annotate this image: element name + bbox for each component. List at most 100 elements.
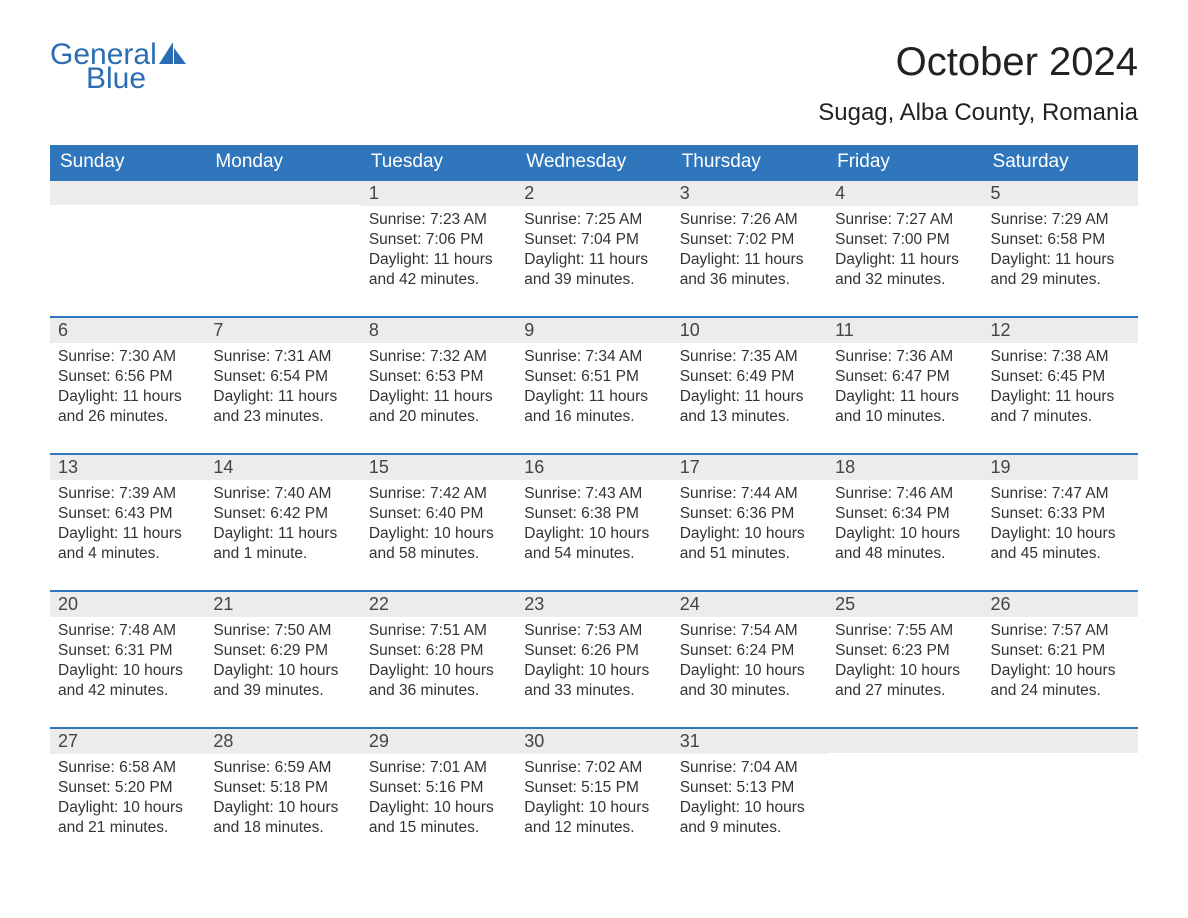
day-sunrise: Sunrise: 7:55 AM <box>835 621 974 641</box>
day-d2: and 58 minutes. <box>369 544 508 564</box>
day-d2: and 33 minutes. <box>524 681 663 701</box>
day-number: 15 <box>361 455 516 480</box>
day-sunset: Sunset: 6:21 PM <box>991 641 1130 661</box>
day-d1: Daylight: 11 hours <box>680 387 819 407</box>
day-number: 2 <box>516 181 671 206</box>
day-d2: and 15 minutes. <box>369 818 508 838</box>
day-sunset: Sunset: 7:06 PM <box>369 230 508 250</box>
day-number: 26 <box>983 592 1138 617</box>
day-sunrise: Sunrise: 7:57 AM <box>991 621 1130 641</box>
day-sunset: Sunset: 6:49 PM <box>680 367 819 387</box>
day-cell: 25Sunrise: 7:55 AMSunset: 6:23 PMDayligh… <box>827 592 982 727</box>
day-cell: 2Sunrise: 7:25 AMSunset: 7:04 PMDaylight… <box>516 181 671 316</box>
day-d2: and 20 minutes. <box>369 407 508 427</box>
day-content: Sunrise: 7:54 AMSunset: 6:24 PMDaylight:… <box>672 617 827 710</box>
day-cell: 12Sunrise: 7:38 AMSunset: 6:45 PMDayligh… <box>983 318 1138 453</box>
title-block: October 2024 Sugag, Alba County, Romania <box>818 40 1138 137</box>
day-cell: 4Sunrise: 7:27 AMSunset: 7:00 PMDaylight… <box>827 181 982 316</box>
day-d1: Daylight: 10 hours <box>991 524 1130 544</box>
day-d1: Daylight: 10 hours <box>213 661 352 681</box>
day-d2: and 54 minutes. <box>524 544 663 564</box>
day-d2: and 4 minutes. <box>58 544 197 564</box>
day-number: 18 <box>827 455 982 480</box>
day-d1: Daylight: 10 hours <box>991 661 1130 681</box>
day-number: 29 <box>361 729 516 754</box>
day-header: Monday <box>205 145 360 179</box>
day-sunrise: Sunrise: 7:29 AM <box>991 210 1130 230</box>
day-d1: Daylight: 10 hours <box>680 524 819 544</box>
day-cell: 5Sunrise: 7:29 AMSunset: 6:58 PMDaylight… <box>983 181 1138 316</box>
empty-day-bar <box>827 729 982 753</box>
day-number: 23 <box>516 592 671 617</box>
day-cell: 21Sunrise: 7:50 AMSunset: 6:29 PMDayligh… <box>205 592 360 727</box>
day-content: Sunrise: 7:31 AMSunset: 6:54 PMDaylight:… <box>205 343 360 436</box>
day-content: Sunrise: 7:40 AMSunset: 6:42 PMDaylight:… <box>205 480 360 573</box>
day-header: Thursday <box>672 145 827 179</box>
month-title: October 2024 <box>818 40 1138 85</box>
day-sunset: Sunset: 6:26 PM <box>524 641 663 661</box>
day-cell: 22Sunrise: 7:51 AMSunset: 6:28 PMDayligh… <box>361 592 516 727</box>
day-d1: Daylight: 10 hours <box>369 524 508 544</box>
day-sunset: Sunset: 6:47 PM <box>835 367 974 387</box>
day-cell: 15Sunrise: 7:42 AMSunset: 6:40 PMDayligh… <box>361 455 516 590</box>
calendar: SundayMondayTuesdayWednesdayThursdayFrid… <box>50 145 1138 864</box>
day-number: 11 <box>827 318 982 343</box>
day-d1: Daylight: 11 hours <box>680 250 819 270</box>
day-sunset: Sunset: 5:13 PM <box>680 778 819 798</box>
day-sunrise: Sunrise: 7:30 AM <box>58 347 197 367</box>
day-sunrise: Sunrise: 7:38 AM <box>991 347 1130 367</box>
day-number: 12 <box>983 318 1138 343</box>
day-sunset: Sunset: 6:58 PM <box>991 230 1130 250</box>
day-d2: and 10 minutes. <box>835 407 974 427</box>
day-sunrise: Sunrise: 7:25 AM <box>524 210 663 230</box>
day-d2: and 18 minutes. <box>213 818 352 838</box>
day-d2: and 42 minutes. <box>58 681 197 701</box>
day-header: Saturday <box>983 145 1138 179</box>
day-sunrise: Sunrise: 7:43 AM <box>524 484 663 504</box>
day-number: 20 <box>50 592 205 617</box>
day-d2: and 27 minutes. <box>835 681 974 701</box>
day-number: 30 <box>516 729 671 754</box>
day-d1: Daylight: 11 hours <box>213 387 352 407</box>
day-d1: Daylight: 10 hours <box>58 798 197 818</box>
day-d2: and 7 minutes. <box>991 407 1130 427</box>
day-d1: Daylight: 11 hours <box>58 387 197 407</box>
day-number: 5 <box>983 181 1138 206</box>
day-number: 28 <box>205 729 360 754</box>
day-cell: 6Sunrise: 7:30 AMSunset: 6:56 PMDaylight… <box>50 318 205 453</box>
day-cell: 8Sunrise: 7:32 AMSunset: 6:53 PMDaylight… <box>361 318 516 453</box>
week-row: 6Sunrise: 7:30 AMSunset: 6:56 PMDaylight… <box>50 316 1138 453</box>
location: Sugag, Alba County, Romania <box>818 99 1138 127</box>
week-row: 13Sunrise: 7:39 AMSunset: 6:43 PMDayligh… <box>50 453 1138 590</box>
day-number: 7 <box>205 318 360 343</box>
day-cell: 7Sunrise: 7:31 AMSunset: 6:54 PMDaylight… <box>205 318 360 453</box>
empty-day-bar <box>50 181 205 205</box>
day-number: 24 <box>672 592 827 617</box>
day-number: 17 <box>672 455 827 480</box>
day-d2: and 42 minutes. <box>369 270 508 290</box>
day-d2: and 39 minutes. <box>213 681 352 701</box>
day-sunset: Sunset: 6:33 PM <box>991 504 1130 524</box>
day-d2: and 51 minutes. <box>680 544 819 564</box>
day-sunset: Sunset: 6:45 PM <box>991 367 1130 387</box>
day-d2: and 45 minutes. <box>991 544 1130 564</box>
day-content: Sunrise: 7:42 AMSunset: 6:40 PMDaylight:… <box>361 480 516 573</box>
day-sunrise: Sunrise: 7:54 AM <box>680 621 819 641</box>
day-cell: 24Sunrise: 7:54 AMSunset: 6:24 PMDayligh… <box>672 592 827 727</box>
day-d1: Daylight: 11 hours <box>524 387 663 407</box>
day-cell: 29Sunrise: 7:01 AMSunset: 5:16 PMDayligh… <box>361 729 516 864</box>
day-d2: and 36 minutes. <box>680 270 819 290</box>
day-number: 9 <box>516 318 671 343</box>
day-content: Sunrise: 7:44 AMSunset: 6:36 PMDaylight:… <box>672 480 827 573</box>
day-sunrise: Sunrise: 7:23 AM <box>369 210 508 230</box>
day-d2: and 1 minute. <box>213 544 352 564</box>
day-cell: 31Sunrise: 7:04 AMSunset: 5:13 PMDayligh… <box>672 729 827 864</box>
day-cell: 27Sunrise: 6:58 AMSunset: 5:20 PMDayligh… <box>50 729 205 864</box>
day-d1: Daylight: 11 hours <box>213 524 352 544</box>
day-content: Sunrise: 7:53 AMSunset: 6:26 PMDaylight:… <box>516 617 671 710</box>
day-content: Sunrise: 6:58 AMSunset: 5:20 PMDaylight:… <box>50 754 205 847</box>
day-d2: and 36 minutes. <box>369 681 508 701</box>
day-content: Sunrise: 7:47 AMSunset: 6:33 PMDaylight:… <box>983 480 1138 573</box>
day-number: 3 <box>672 181 827 206</box>
day-d2: and 9 minutes. <box>680 818 819 838</box>
